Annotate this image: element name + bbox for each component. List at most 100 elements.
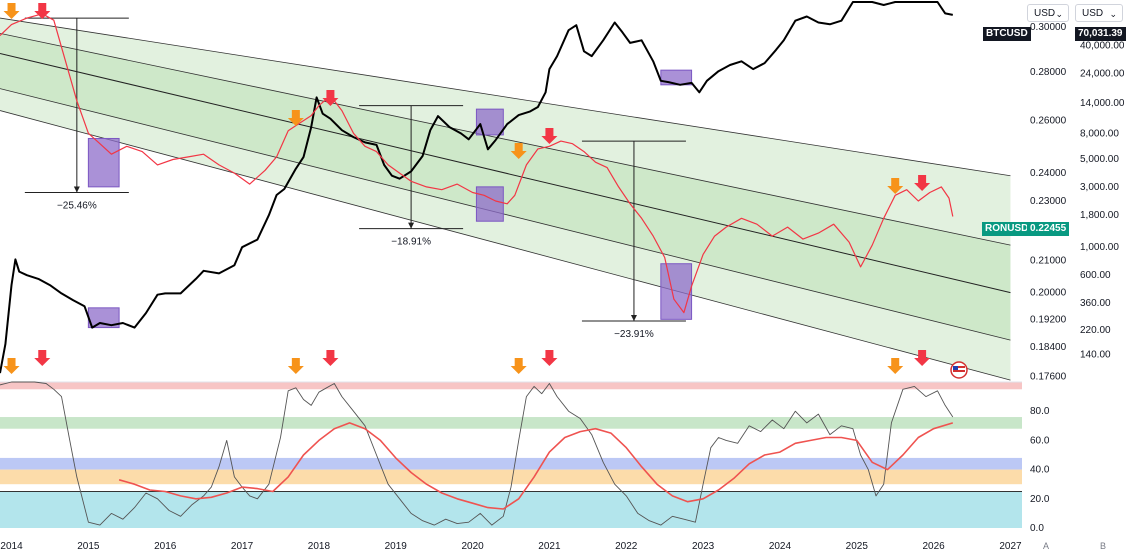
- oscillator-bands: [0, 381, 1022, 528]
- red-arrow-down-icon-osc-0: [34, 350, 51, 366]
- oscillator-band-1: [0, 417, 1022, 429]
- red-arrow-down-icon-osc-3: [914, 350, 931, 366]
- channel-fill-1: [0, 33, 1011, 293]
- oscillator-line-oscillator: [0, 381, 954, 526]
- red-arrow-down-icon-osc-1: [322, 350, 339, 366]
- btc-tick-5: 3,000.00: [1080, 182, 1119, 193]
- oscillator-axis: 80.0 60.0 40.0 20.0 0.0: [1030, 406, 1050, 534]
- btc-tick-11: 140.00: [1080, 350, 1111, 361]
- oscillator-band-4: [0, 491, 1022, 528]
- x-tick-2024: 2024: [769, 541, 792, 552]
- highlight-box-3: [475, 108, 504, 136]
- currency-selector-btc[interactable]: USD ⌄: [1075, 4, 1123, 22]
- highlight-box-2: [660, 263, 693, 320]
- orange-arrow-down-icon-osc-3: [887, 358, 904, 374]
- red-arrow-down-icon-osc-2: [541, 350, 558, 366]
- btc-tick-6: 1,800.00: [1080, 210, 1119, 221]
- bottom-letter-a[interactable]: A: [1043, 541, 1050, 551]
- btc-tick-0: 40,000.00: [1080, 41, 1125, 52]
- red-arrow-down-icon-1: [322, 90, 339, 106]
- highlight-box-0: [87, 137, 120, 188]
- x-tick-2015: 2015: [77, 541, 100, 552]
- ron-tick-4: 0.23000: [1030, 196, 1067, 207]
- red-arrow-down-icon-2: [541, 128, 558, 144]
- ron-tick-3: 0.24000: [1030, 168, 1067, 179]
- orange-arrow-down-icon-2: [510, 143, 527, 159]
- orange-arrow-down-icon-osc-0: [3, 358, 20, 374]
- drawdown-measures: −25.46% −18.91% −23.91%: [24, 17, 686, 340]
- series-line-btcusd: [0, 1, 953, 374]
- ron-tick-10: 0.17600: [1030, 371, 1067, 382]
- ron-tick-8: 0.19200: [1030, 314, 1067, 325]
- measure-label-1: −18.91%: [391, 237, 431, 248]
- btc-tick-10: 220.00: [1080, 325, 1111, 336]
- channel-line-4: [0, 110, 1011, 381]
- channel-line-1: [0, 32, 1011, 246]
- channel-fill-2: [0, 53, 1011, 341]
- osc-tick-3: 20.0: [1030, 494, 1050, 505]
- regression-channel: [0, 17, 1011, 381]
- x-tick-2019: 2019: [385, 541, 408, 552]
- orange-arrow-down-icon-0: [3, 3, 20, 19]
- osc-tick-1: 60.0: [1030, 435, 1050, 446]
- osc-tick-4: 0.0: [1030, 523, 1044, 534]
- ron-price-text: 0.22455: [1030, 223, 1067, 234]
- btc-tick-1: 24,000.00: [1080, 68, 1125, 79]
- orange-arrow-down-icon-osc-1: [287, 358, 304, 374]
- highlight-box-5: [660, 69, 693, 86]
- btc-name-tag: BTCUSD: [983, 27, 1031, 41]
- ron-tick-7: 0.20000: [1030, 288, 1067, 299]
- ron-price-axis: 0.300000.280000.260000.240000.230000.220…: [1030, 22, 1067, 383]
- x-tick-2014: 2014: [0, 541, 23, 552]
- bottom-letter-b[interactable]: B: [1100, 541, 1107, 551]
- channel-line-2: [0, 53, 1011, 294]
- measure-arrowhead-0: [73, 186, 80, 193]
- measure-label-0: −25.46%: [57, 200, 97, 211]
- oscillator-band-2: [0, 457, 1022, 470]
- price-lines: [0, 1, 954, 374]
- btc-tick-8: 600.00: [1080, 270, 1111, 281]
- chevron-down-icon: ⌄: [1055, 9, 1063, 19]
- chevron-down-icon: ⌄: [1109, 9, 1117, 19]
- btc-price-axis: 40,000.00 24,000.00 14,000.00 8,000.00 5,000…: [1080, 41, 1125, 361]
- channel-line-0: [0, 17, 1011, 177]
- x-tick-2016: 2016: [154, 541, 177, 552]
- btc-tick-4: 5,000.00: [1080, 154, 1119, 165]
- x-tick-2025: 2025: [846, 541, 869, 552]
- x-tick-2022: 2022: [615, 541, 638, 552]
- highlight-box-1: [475, 186, 504, 222]
- orange-arrow-down-icon-3: [887, 178, 904, 194]
- series-line-ronusd: [0, 13, 954, 314]
- btc-tick-7: 1,000.00: [1080, 242, 1119, 253]
- ron-tick-2: 0.26000: [1030, 116, 1067, 127]
- currency-selector-ron[interactable]: USD ⌄: [1027, 4, 1069, 22]
- orange-arrow-down-icon-osc-2: [510, 358, 527, 374]
- measure-label-2: −23.91%: [614, 329, 654, 340]
- btc-tick-2: 14,000.00: [1080, 98, 1125, 109]
- oscillator-band-3: [0, 469, 1022, 485]
- ron-name-text: RONUSD: [985, 223, 1029, 234]
- x-tick-2017: 2017: [231, 541, 254, 552]
- ron-tick-6: 0.21000: [1030, 256, 1067, 267]
- ron-price-tag: 0.22455: [1027, 222, 1070, 236]
- x-tick-2020: 2020: [461, 541, 484, 552]
- btc-price-tag: 70,031.39: [1075, 27, 1126, 41]
- us-flag-icon[interactable]: [950, 361, 968, 379]
- measure-arrowhead-1: [408, 222, 415, 229]
- channel-fill-3: [0, 88, 1011, 381]
- btc-tick-9: 360.00: [1080, 298, 1111, 309]
- orange-arrow-down-icon-1: [287, 110, 304, 126]
- arrow-markers: [3, 3, 931, 374]
- currency-selector-btc-label: USD: [1082, 8, 1104, 19]
- oscillator-line-signal: [118, 422, 954, 510]
- x-tick-2023: 2023: [692, 541, 715, 552]
- btc-name-text: BTCUSD: [986, 28, 1028, 39]
- ron-tick-0: 0.30000: [1030, 22, 1067, 33]
- x-tick-2027: 2027: [999, 541, 1022, 552]
- oscillator-lines: [0, 381, 954, 526]
- x-tick-2026: 2026: [923, 541, 946, 552]
- btc-tick-3: 8,000.00: [1080, 129, 1119, 140]
- x-tick-2018: 2018: [308, 541, 331, 552]
- time-axis: 2014 2015 2016 2017 2018 2019 2020 2021 2022 2023…: [0, 541, 1022, 552]
- ron-tick-1: 0.28000: [1030, 67, 1067, 78]
